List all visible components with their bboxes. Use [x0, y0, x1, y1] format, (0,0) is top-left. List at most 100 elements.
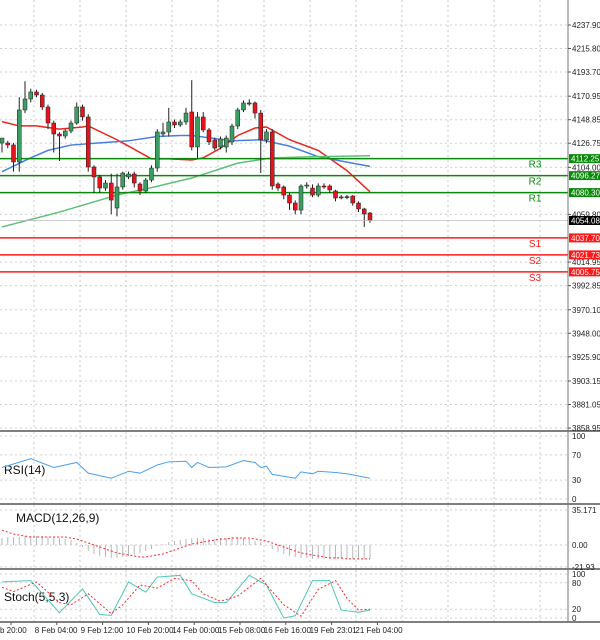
candle: [22, 81, 28, 114]
price-tick-label: 4215.80: [572, 44, 600, 53]
candle: [51, 120, 56, 153]
time-tick-label: 21 Feb 04:00: [355, 626, 403, 635]
macd-histogram-bar: [197, 538, 198, 545]
candle: [229, 123, 235, 146]
price-tick-label: 4126.75: [572, 139, 600, 148]
macd-histogram-bar: [122, 545, 124, 557]
macd-histogram-bar: [271, 545, 273, 549]
candle-body: [109, 182, 114, 201]
macd-histogram-bar: [1, 538, 3, 545]
time-tick-label: 19 Feb 23:01: [310, 626, 358, 635]
macd-tick-label: 0.00: [572, 541, 588, 550]
price-tick-label: 4237.90: [572, 21, 600, 30]
candle: [212, 137, 217, 151]
level-price-tag: [569, 233, 600, 243]
candle-body: [321, 185, 327, 188]
level-price-label: 4037.70: [571, 234, 600, 243]
candle: [247, 99, 252, 106]
macd-histogram-bar: [283, 545, 285, 554]
candle: [321, 183, 327, 189]
macd-histogram-bar: [70, 540, 72, 545]
candle: [57, 132, 62, 162]
stoch-tick-label: 20: [572, 605, 581, 614]
macd-histogram-bar: [363, 545, 365, 559]
candle-body: [97, 176, 102, 189]
rsi-tick-label: 30: [572, 476, 581, 485]
macd-histogram-bar: [59, 538, 60, 545]
candle-body: [68, 122, 74, 132]
candle: [367, 212, 373, 223]
level-label: R2: [529, 177, 542, 188]
candle-body: [275, 183, 281, 189]
macd-histogram-bar: [145, 545, 147, 551]
candle-body: [103, 182, 108, 189]
macd-histogram-bar: [24, 536, 26, 545]
candle-body: [155, 131, 160, 169]
macd-histogram-bar: [139, 545, 141, 553]
price-tick-label: 4193.70: [572, 68, 600, 77]
moving-average-line: [1, 120, 371, 193]
candle-body: [212, 139, 217, 149]
candle: [137, 182, 143, 196]
candle-body: [224, 137, 229, 148]
level-price-tag: [569, 154, 600, 164]
candle-body: [362, 208, 367, 215]
candle: [224, 135, 229, 153]
candle-body: [132, 173, 137, 184]
macd-histogram-bar: [277, 545, 279, 552]
macd-tick-label: -21.93: [572, 563, 595, 572]
candle: [80, 104, 85, 121]
price-tick-label: 3903.15: [572, 377, 600, 386]
rsi-tick-label: 100: [572, 432, 586, 441]
grid: [0, 0, 568, 622]
stoch-signal-line: [1, 577, 371, 617]
macd-histogram-bar: [99, 545, 101, 556]
macd-histogram-bar: [174, 541, 175, 545]
macd-histogram-bar: [231, 537, 233, 545]
stoch-panel: Stoch(5,5,3): [1, 574, 371, 619]
macd-histogram-bar: [82, 545, 83, 547]
level-price-tag: [569, 250, 600, 260]
candle: [11, 142, 16, 172]
candle: [195, 112, 200, 159]
candle: [287, 192, 292, 210]
macd-histogram-bar: [87, 545, 89, 551]
macd-histogram-bar: [64, 539, 66, 545]
candle: [344, 195, 350, 200]
time-tick-label: 10 Feb 20:00: [126, 626, 174, 635]
candle: [241, 100, 246, 113]
macd-histogram-bar: [168, 542, 170, 545]
macd-histogram-bar: [323, 545, 325, 559]
candle-body: [247, 102, 252, 105]
price-tick-label: 3992.85: [572, 282, 600, 291]
candle-body: [172, 121, 177, 126]
candle: [149, 165, 154, 183]
candle: [126, 171, 131, 180]
candle: [86, 114, 91, 172]
macd-tick-label: 35.171: [572, 506, 597, 515]
macd-histogram-bar: [340, 545, 342, 559]
price-tick-label: 4148.85: [572, 116, 600, 125]
time-tick-label: 9 Feb 12:00: [81, 626, 124, 635]
price-tick-label: 3948.00: [572, 329, 600, 338]
candle-body: [293, 202, 298, 211]
candle: [63, 129, 68, 139]
candle-body: [0, 137, 5, 144]
macd-histogram-bar: [312, 545, 313, 559]
level-price-label: 4112.25: [571, 155, 600, 164]
macd-histogram-bar: [220, 538, 221, 545]
candle-body: [160, 131, 166, 135]
price-tick-label: 4059.80: [572, 210, 600, 219]
candle: [258, 109, 263, 174]
last-price-label: 4054.08: [571, 216, 600, 225]
candle: [178, 119, 183, 127]
macd-histogram-bar: [202, 538, 204, 545]
candle: [339, 195, 344, 200]
moving-average-line: [1, 154, 371, 228]
macd-histogram-bar: [300, 545, 302, 558]
level-label: S2: [529, 256, 542, 267]
candle-body: [40, 94, 45, 108]
candle: [120, 171, 125, 190]
candle-body: [235, 109, 240, 127]
